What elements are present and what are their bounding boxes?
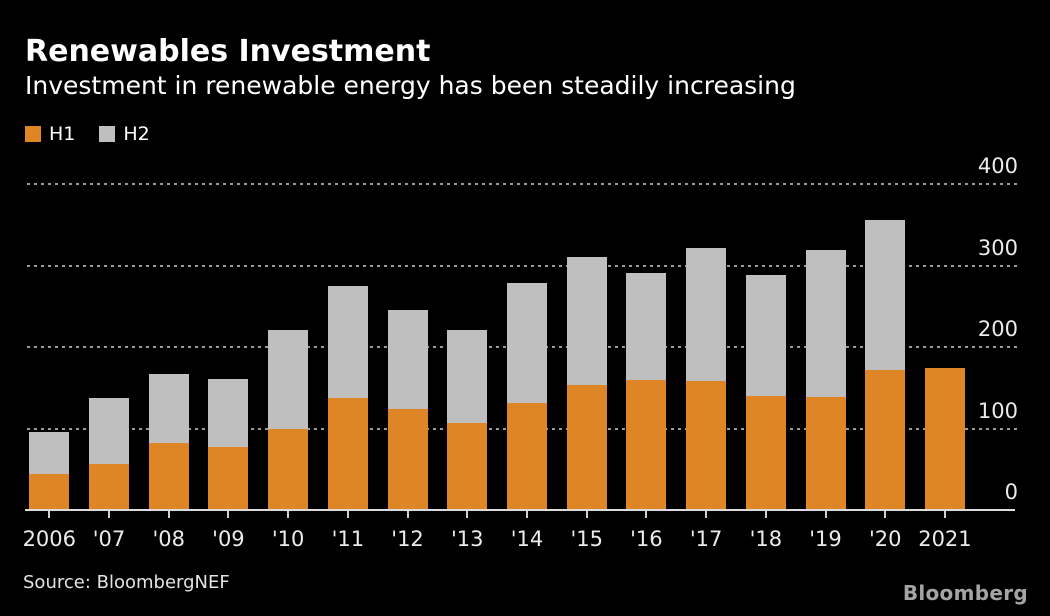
x-axis-label-11: '11 [331, 527, 365, 551]
x-tick-2006 [48, 511, 51, 518]
x-axis-label-2006: 2006 [22, 527, 77, 551]
bar-07-h1 [89, 464, 129, 510]
bar-16-h2 [626, 272, 667, 380]
bar-09-h2 [208, 378, 249, 448]
bar-16-h1 [626, 379, 667, 510]
y-axis-label-100: 100 [977, 398, 1018, 423]
y-axis-label-300: 300 [977, 235, 1018, 260]
bar-14-h1 [506, 403, 547, 510]
source-attribution: Source: BloombergNEF [23, 572, 230, 593]
bar-08-h2 [148, 373, 189, 444]
bar-18-h2 [745, 275, 786, 396]
x-axis-label-2021: 2021 [918, 527, 972, 551]
legend: H1 H2 [25, 123, 150, 145]
bar-17-h1 [686, 381, 727, 510]
x-tick-08 [167, 511, 170, 518]
x-tick-14 [525, 511, 528, 518]
x-tick-16 [645, 511, 648, 518]
bloomberg-logo: Bloomberg [902, 581, 1028, 605]
page-subtitle: Investment in renewable energy has been … [25, 71, 796, 100]
legend-item-h2: H2 [99, 123, 150, 145]
x-tick-10 [287, 511, 290, 518]
bar-19-h1 [805, 396, 846, 510]
bar-2006-h2 [29, 431, 70, 475]
bar-14-h2 [506, 282, 547, 404]
x-tick-15 [585, 511, 588, 518]
x-axis-label-18: '18 [749, 527, 783, 551]
x-tick-09 [227, 511, 230, 518]
plot-area: 0 100 200 300 400 2006 '07 '08 '09 '10 '11 '12 '13 '1… [23, 155, 1018, 551]
x-axis-label-10: '10 [271, 527, 305, 551]
x-tick-17 [705, 511, 708, 518]
x-axis-label-07: '07 [92, 527, 126, 551]
bar-18-h1 [745, 395, 786, 510]
bar-20-h2 [865, 219, 906, 370]
bar-07-h2 [89, 398, 129, 465]
x-axis-label-19: '19 [809, 527, 842, 551]
bar-12-h1 [387, 408, 428, 510]
bar-15-h2 [566, 257, 607, 386]
x-tick-11 [346, 511, 349, 518]
x-axis-label-14: '14 [510, 527, 544, 551]
x-tick-2021 [943, 511, 946, 518]
legend-item-h1: H1 [25, 123, 76, 145]
bar-13-h2 [447, 329, 488, 423]
gridline-400 [27, 183, 1018, 185]
x-axis-label-16: '16 [630, 527, 663, 551]
bar-2006-h1 [29, 474, 70, 510]
bar-13-h1 [447, 422, 488, 510]
x-axis-label-08: '08 [152, 527, 185, 551]
bar-2021-h1 [924, 368, 965, 510]
bar-15-h1 [566, 385, 607, 510]
x-axis-label-17: '17 [689, 527, 723, 551]
x-axis-label-09: '09 [212, 527, 245, 551]
x-tick-20 [884, 511, 887, 518]
bar-11-h1 [327, 397, 368, 510]
x-axis-line [25, 509, 1015, 511]
bar-19-h2 [805, 250, 846, 397]
x-axis-label-15: '15 [570, 527, 603, 551]
gridline-300 [27, 264, 1018, 267]
legend-label-h2: H2 [123, 123, 150, 145]
x-tick-12 [406, 511, 409, 518]
x-axis-label-12: '12 [391, 527, 424, 551]
x-axis-label-20: '20 [868, 527, 902, 551]
page-title: Renewables Investment [25, 34, 431, 69]
bar-20-h1 [865, 369, 906, 510]
y-axis-label-200: 200 [977, 317, 1018, 341]
bar-08-h1 [148, 443, 189, 510]
bar-11-h2 [327, 285, 368, 398]
x-tick-07 [108, 511, 110, 518]
bar-09-h1 [208, 447, 249, 510]
h2-swatch-icon [99, 126, 116, 142]
bar-17-h2 [686, 247, 727, 382]
h1-swatch-icon [25, 126, 41, 142]
x-tick-18 [764, 511, 767, 518]
x-tick-19 [824, 511, 827, 518]
y-axis-label-0: 0 [1004, 480, 1018, 504]
x-axis-label-13: '13 [451, 527, 484, 551]
legend-label-h1: H1 [49, 123, 76, 145]
bar-12-h2 [387, 310, 428, 409]
x-tick-13 [466, 511, 469, 518]
bar-10-h2 [268, 329, 309, 429]
y-axis-label-400: 400 [977, 154, 1018, 178]
bar-10-h1 [268, 428, 309, 510]
